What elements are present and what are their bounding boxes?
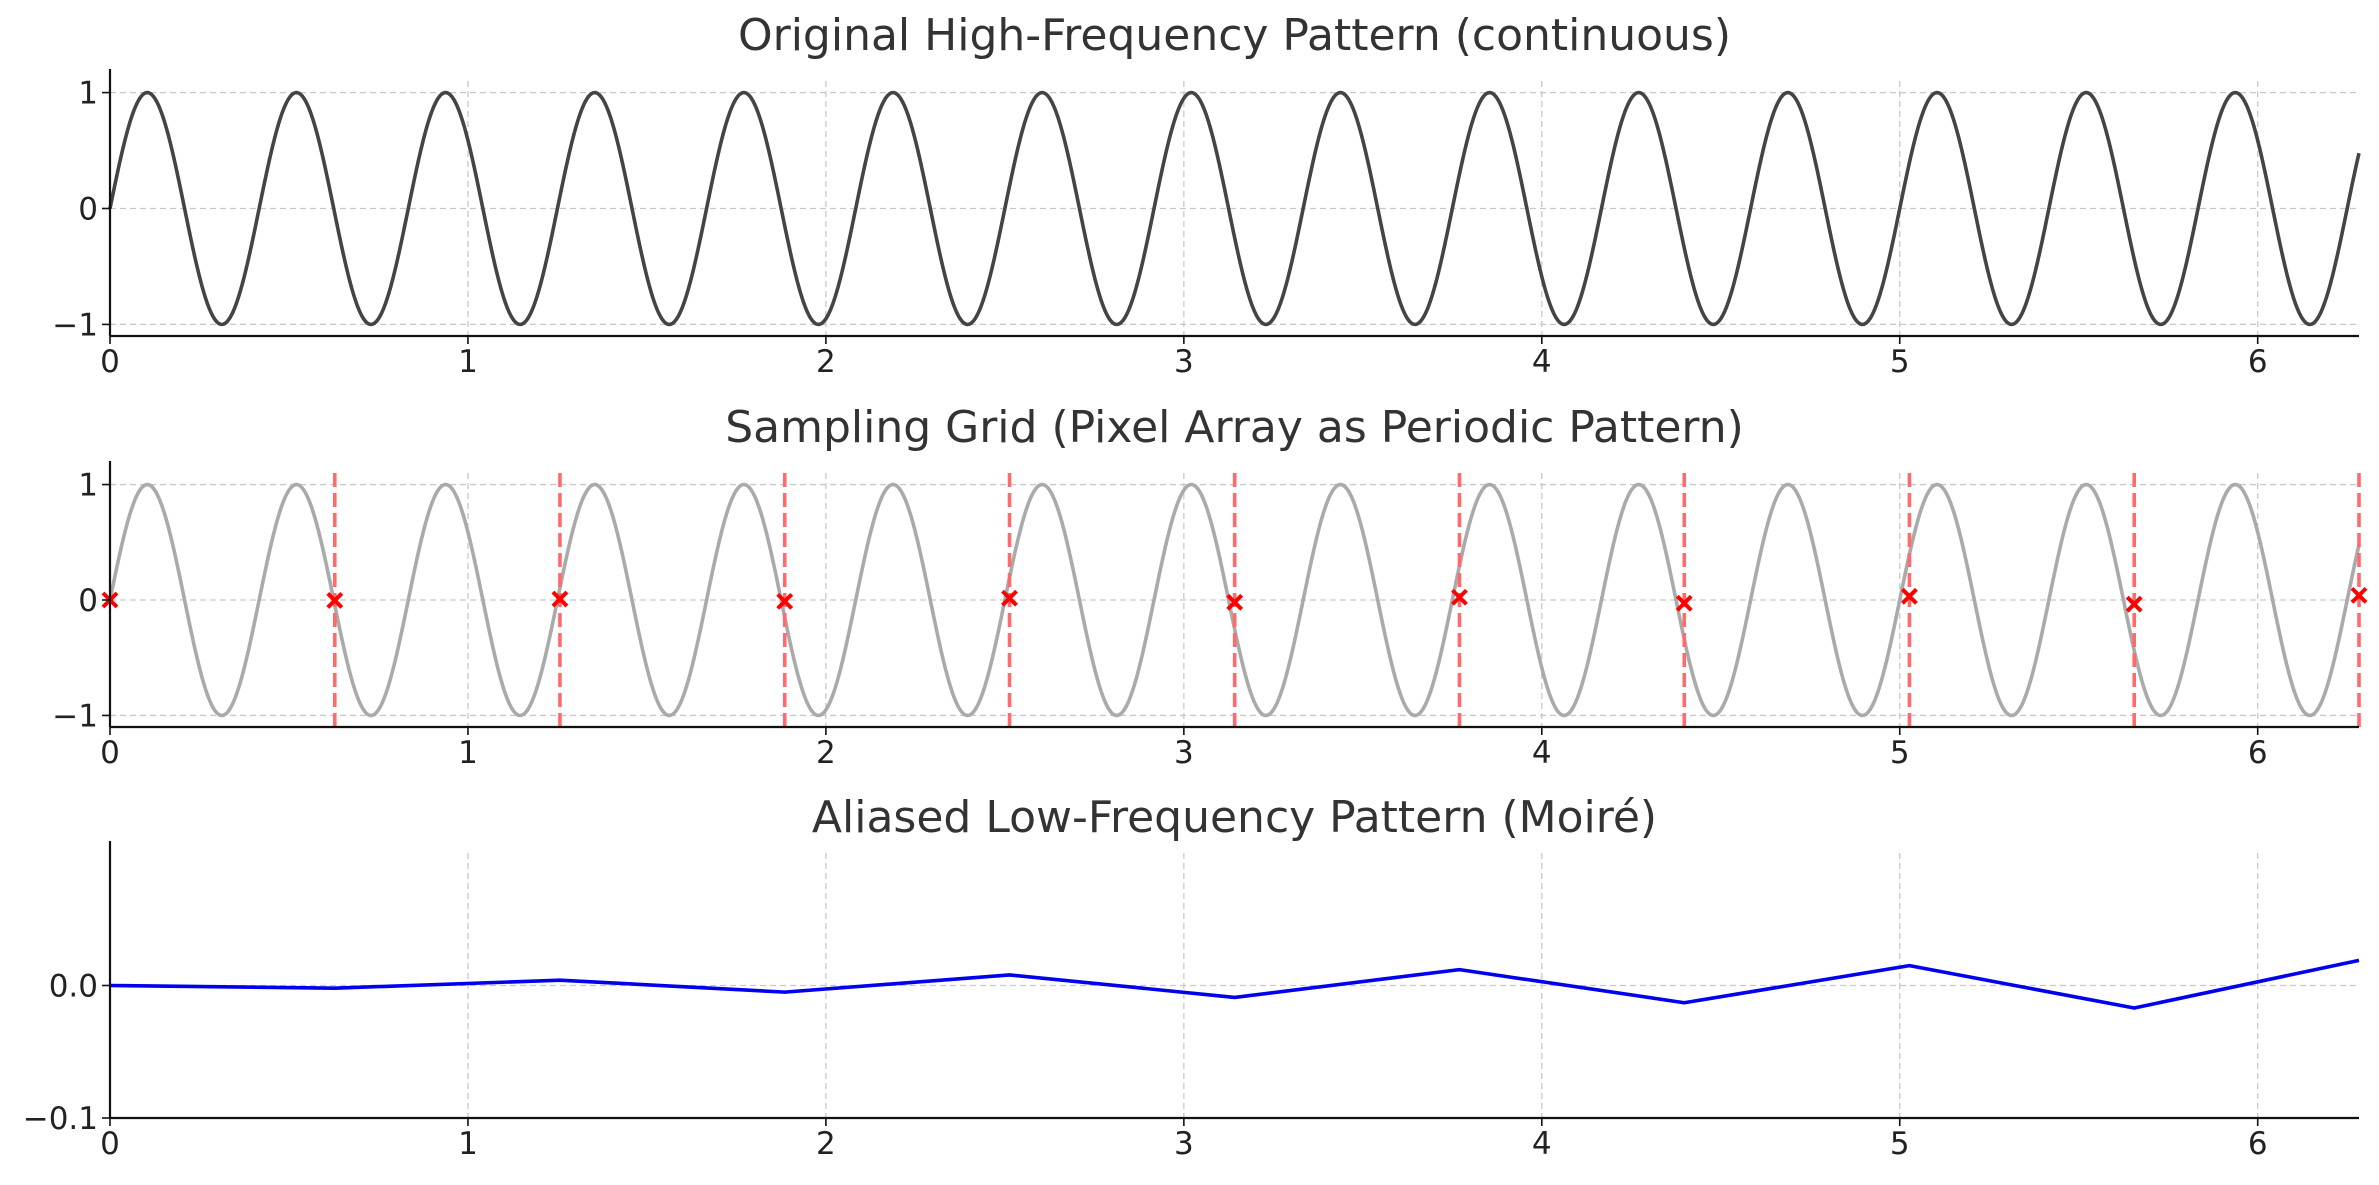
x-tick-label: 5	[1890, 344, 1910, 380]
chart-panel-3: Aliased Low-Frequency Pattern (Moiré) 0 1 2…	[23, 792, 2360, 1162]
x-tick-label: 2	[816, 344, 836, 380]
chart-panel-1: Original High-Frequency Pattern (continu…	[52, 10, 2361, 380]
y-tick-label: 0.0	[49, 969, 98, 1005]
sample-marker	[1451, 588, 1468, 606]
chart-panel-2: Sampling Grid (Pixel Array as Periodic P…	[52, 402, 2368, 771]
y-tick-label: −1	[52, 698, 98, 734]
x-tick-label: 4	[1532, 735, 1552, 771]
panel-title: Original High-Frequency Pattern (continu…	[738, 10, 1731, 61]
x-tick-label: 4	[1532, 344, 1552, 380]
x-tick-label: 3	[1174, 344, 1194, 380]
sample-marker-stroke	[776, 592, 794, 610]
x-tick-label: 0	[100, 344, 120, 380]
x-tick-label: 5	[1890, 1126, 1910, 1162]
sample-marker-stroke	[2125, 595, 2143, 613]
panel-title: Sampling Grid (Pixel Array as Periodic P…	[725, 402, 1744, 453]
x-tick-label: 0	[100, 735, 120, 771]
x-tick-label: 6	[2248, 1126, 2268, 1162]
sample-marker-stroke	[326, 592, 344, 609]
panel-title: Aliased Low-Frequency Pattern (Moiré)	[812, 792, 1657, 843]
y-tick-label: 0	[78, 192, 98, 228]
sample-marker-stroke	[2350, 586, 2368, 604]
x-tick-label: 0	[100, 1126, 120, 1162]
sample-marker	[326, 592, 344, 609]
y-tick-label: −1	[52, 307, 98, 343]
x-tick-label: 1	[458, 735, 478, 771]
x-tick-label: 2	[816, 1126, 836, 1162]
y-tick-label: 0	[78, 583, 98, 619]
sample-marker-stroke	[551, 590, 569, 608]
series-line-1	[108, 482, 2361, 718]
x-tick-label: 3	[1174, 1126, 1194, 1162]
sample-marker	[1675, 594, 1693, 612]
sample-marker-stroke	[1226, 593, 1244, 611]
sample-marker	[2350, 586, 2368, 604]
series-line-1	[108, 90, 2361, 327]
sample-marker-stroke	[1901, 587, 1918, 605]
series-line-1	[109, 958, 2360, 1010]
y-tick-label: −0.1	[23, 1101, 98, 1137]
sample-marker	[1226, 593, 1244, 611]
sample-marker	[776, 592, 794, 610]
y-tick-label: 1	[78, 76, 98, 112]
x-tick-label: 4	[1532, 1126, 1552, 1162]
sample-marker-stroke	[1451, 588, 1468, 606]
x-tick-label: 1	[458, 1126, 478, 1162]
sample-marker-stroke	[1001, 589, 1018, 607]
x-tick-label: 2	[816, 735, 836, 771]
sample-marker	[2125, 595, 2143, 613]
sample-marker	[1001, 589, 1018, 607]
sample-marker	[551, 590, 569, 608]
sample-marker	[1901, 587, 1918, 605]
y-tick-label: 1	[78, 468, 98, 504]
x-tick-label: 1	[458, 344, 478, 380]
x-tick-label: 5	[1890, 735, 1910, 771]
x-tick-label: 3	[1174, 735, 1194, 771]
x-tick-label: 6	[2248, 344, 2268, 380]
x-tick-label: 6	[2248, 735, 2268, 771]
sample-marker-stroke	[1675, 594, 1693, 612]
